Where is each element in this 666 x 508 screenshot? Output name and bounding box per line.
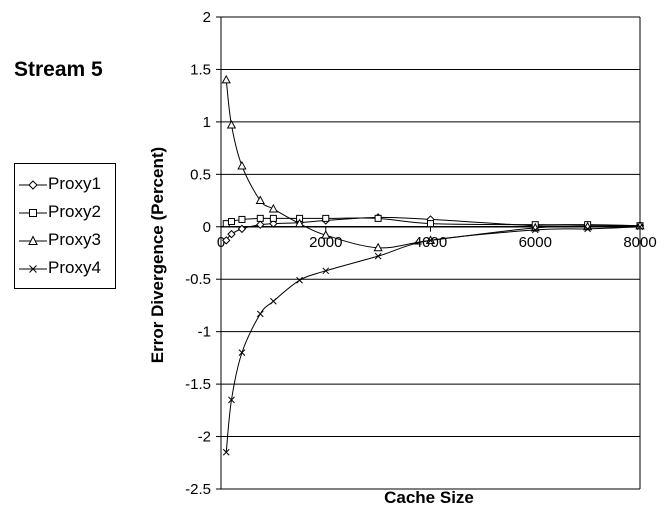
data-point-proxy3 (373, 242, 383, 252)
y-tick-label: 2 (203, 9, 211, 26)
data-point-proxy1 (222, 236, 231, 245)
data-point-proxy3 (321, 230, 331, 239)
data-point-proxy1 (227, 229, 236, 239)
y-tick-label: -1.5 (185, 376, 211, 393)
data-point-proxy4 (256, 310, 264, 318)
x-tick-label: 8000 (623, 234, 656, 251)
data-point-proxy3 (268, 203, 279, 213)
legend-item-proxy4: Proxy4 (15, 257, 115, 281)
data-point-proxy3 (294, 218, 305, 228)
legend-label-proxy1: Proxy1 (48, 174, 101, 193)
legend-label-proxy3: Proxy3 (48, 230, 101, 249)
data-point-proxy2 (322, 214, 330, 222)
chart-title: Stream 5 (14, 58, 103, 81)
data-point-proxy2 (256, 214, 264, 222)
legend-item-proxy3: Proxy3 (15, 229, 115, 253)
y-tick-label: -2 (198, 429, 211, 446)
data-point-proxy3 (226, 119, 237, 129)
legend-item-proxy1: Proxy1 (15, 173, 115, 197)
y-axis-label: Error Divergence (Percent) (148, 147, 167, 363)
diamond-marker-icon (19, 180, 47, 190)
data-point-proxy4 (427, 237, 434, 244)
data-point-proxy2 (238, 215, 246, 223)
data-point-proxy4 (238, 349, 246, 356)
series-line-proxy4 (225, 226, 641, 453)
data-point-proxy4 (322, 267, 330, 275)
y-tick-label: -1 (198, 324, 211, 341)
series-proxy4 (222, 223, 644, 456)
data-point-proxy3 (237, 160, 247, 170)
data-point-proxy2 (269, 214, 277, 222)
y-tick-label: 0 (203, 219, 211, 236)
x-marker-icon (19, 265, 47, 273)
data-point-proxy4 (222, 448, 230, 456)
data-point-proxy4 (531, 226, 539, 234)
data-point-proxy2 (374, 214, 382, 222)
data-point-proxy3 (221, 74, 231, 84)
series-layer (221, 74, 645, 456)
y-tick-label: 0.5 (190, 166, 211, 183)
y-axis-ticks: 2 1.5 1 0.5 0 -0.5 -1 -1.5 -2 -2.5 (185, 9, 221, 498)
x-tick-label: 6000 (519, 234, 552, 251)
data-point-proxy2 (427, 220, 434, 228)
x-axis-label: Cache Size (384, 488, 474, 507)
square-marker-icon (19, 209, 47, 217)
x-axis-ticks: 02000400060008000 (217, 226, 657, 251)
triangle-marker-icon (19, 235, 47, 245)
y-tick-label: -0.5 (185, 271, 211, 288)
data-point-proxy1 (256, 220, 265, 229)
legend: Proxy1 Proxy2 Proxy3 Proxy4 (14, 163, 116, 289)
data-point-proxy4 (270, 297, 277, 305)
data-point-proxy2 (227, 218, 235, 226)
y-tick-label: 1 (203, 114, 211, 131)
data-point-proxy4 (296, 276, 303, 284)
data-point-proxy4 (228, 396, 235, 404)
data-point-proxy4 (374, 252, 382, 260)
legend-item-proxy2: Proxy2 (15, 201, 115, 225)
legend-label-proxy4: Proxy4 (48, 258, 101, 277)
data-point-proxy4 (636, 223, 644, 231)
legend-label-proxy2: Proxy2 (48, 202, 101, 221)
y-tick-label: 1.5 (190, 61, 211, 78)
data-point-proxy4 (584, 225, 591, 233)
data-point-proxy3 (255, 195, 265, 205)
data-point-proxy1 (237, 224, 247, 234)
y-tick-label: -2.5 (185, 481, 211, 498)
gridlines (221, 16, 640, 490)
x-tick-label: 0 (217, 234, 225, 251)
